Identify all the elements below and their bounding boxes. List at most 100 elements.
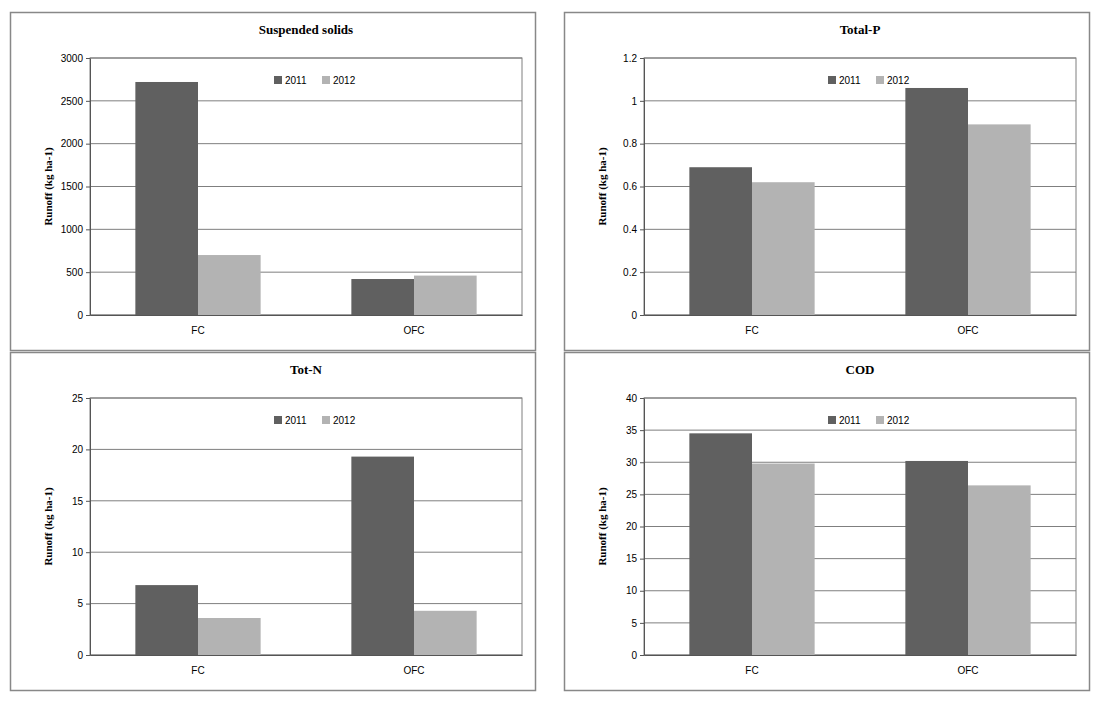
y-tick: 10: [72, 547, 90, 558]
x-tick-label: OFC: [403, 665, 424, 676]
plot-frame: [90, 58, 522, 315]
y-tick: 3000: [61, 53, 90, 64]
y-tick-mark: [86, 501, 90, 502]
y-tick-label: 0: [631, 650, 637, 661]
plot-frame: [644, 398, 1076, 655]
legend-item: 2012: [876, 75, 910, 86]
y-axis: 050010001500200025003000: [61, 53, 91, 321]
x-axis-line: [645, 655, 1077, 656]
y-tick-label: 0.2: [623, 267, 637, 278]
y-tick-label: 500: [66, 267, 83, 278]
legend-label: 2011: [839, 75, 861, 86]
y-tick: 1000: [61, 224, 90, 235]
bar: [198, 255, 261, 315]
grid: [644, 398, 1076, 655]
grid: [644, 58, 1076, 315]
bars: [135, 82, 476, 315]
plot-area: 00.20.40.60.811.2FCOFC20112012: [623, 53, 1076, 336]
x-tick: FC: [745, 655, 758, 676]
y-tick-label: 0.4: [623, 224, 637, 235]
y-tick: 35: [626, 425, 644, 436]
chart-title: COD: [846, 362, 875, 377]
x-tick-label: FC: [745, 325, 758, 336]
y-tick: 1: [631, 96, 644, 107]
y-tick: 0: [631, 650, 644, 661]
x-tick-label: FC: [745, 665, 758, 676]
y-tick: 0.6: [623, 181, 644, 192]
plot-frame: [90, 398, 522, 655]
x-tick: OFC: [957, 655, 978, 676]
y-tick-mark: [640, 398, 644, 399]
x-tick: FC: [745, 315, 758, 336]
y-tick-label: 25: [626, 489, 638, 500]
x-tick: OFC: [403, 655, 424, 676]
bar: [198, 618, 261, 655]
y-tick: 40: [626, 393, 644, 404]
panel-border: [565, 13, 1090, 351]
y-tick-mark: [86, 229, 90, 230]
legend-swatch: [876, 416, 884, 424]
y-tick: 0.4: [623, 224, 644, 235]
bar: [968, 124, 1031, 315]
y-tick-label: 1: [631, 96, 637, 107]
legend-swatch: [322, 416, 330, 424]
y-tick: 5: [631, 618, 644, 629]
y-tick-label: 35: [626, 425, 638, 436]
legend-item: 2012: [876, 415, 910, 426]
y-tick-mark: [640, 315, 644, 316]
y-axis-line: [644, 399, 645, 656]
bar: [135, 585, 198, 655]
chart-title: Tot-N: [290, 362, 323, 377]
y-tick: 25: [626, 489, 644, 500]
panel-border: [565, 353, 1090, 691]
bar: [414, 276, 477, 315]
grid-line: [644, 430, 1076, 431]
y-tick-label: 2500: [61, 96, 84, 107]
legend-label: 2011: [285, 75, 307, 86]
y-tick: 15: [72, 496, 90, 507]
bar: [689, 433, 752, 655]
y-tick-label: 0.8: [623, 138, 637, 149]
bars: [689, 88, 1030, 315]
y-tick-mark: [640, 187, 644, 188]
legend-swatch: [828, 76, 836, 84]
y-tick-mark: [86, 398, 90, 399]
legend: 20112012: [274, 415, 356, 426]
y-tick-mark: [86, 604, 90, 605]
legend-swatch: [876, 76, 884, 84]
panel: Suspended solids050010001500200025003000…: [11, 13, 536, 351]
y-tick-label: 15: [72, 496, 84, 507]
y-tick: 0.8: [623, 138, 644, 149]
panel: COD0510152025303540FCOFC20112012Runoff (…: [565, 353, 1090, 691]
y-tick-mark: [640, 494, 644, 495]
legend-item: 2011: [828, 415, 861, 426]
y-axis: 0510152025303540: [626, 393, 645, 661]
y-tick: 1500: [61, 181, 90, 192]
y-tick-label: 25: [72, 393, 84, 404]
y-axis-line: [90, 399, 91, 656]
legend-label: 2012: [333, 75, 356, 86]
y-tick-label: 10: [626, 585, 638, 596]
panel: Total-P00.20.40.60.811.2FCOFC20112012Run…: [565, 13, 1090, 351]
y-axis-line: [644, 59, 645, 316]
x-axis: FC OFC: [645, 655, 1077, 676]
y-tick-mark: [640, 430, 644, 431]
plot-frame: [644, 58, 1076, 315]
y-tick: 10: [626, 585, 644, 596]
chart-title: Total-P: [840, 22, 881, 37]
x-tick: FC: [191, 315, 204, 336]
x-tick: OFC: [403, 315, 424, 336]
y-tick-label: 1.2: [623, 53, 637, 64]
x-tick-label: FC: [191, 325, 204, 336]
legend: 2011 2012: [274, 75, 356, 86]
bar: [414, 611, 477, 655]
bars: [135, 457, 476, 655]
plot-area: 0510152025FCOFC20112012: [72, 393, 523, 676]
y-tick-label: 0: [631, 310, 637, 321]
panel: Tot-N0510152025FCOFC20112012Runoff (kg h…: [11, 353, 536, 691]
y-tick-label: 0: [77, 650, 83, 661]
y-tick-mark: [640, 623, 644, 624]
panel-border: [11, 13, 536, 351]
bar: [905, 88, 968, 315]
y-tick-mark: [86, 58, 90, 59]
